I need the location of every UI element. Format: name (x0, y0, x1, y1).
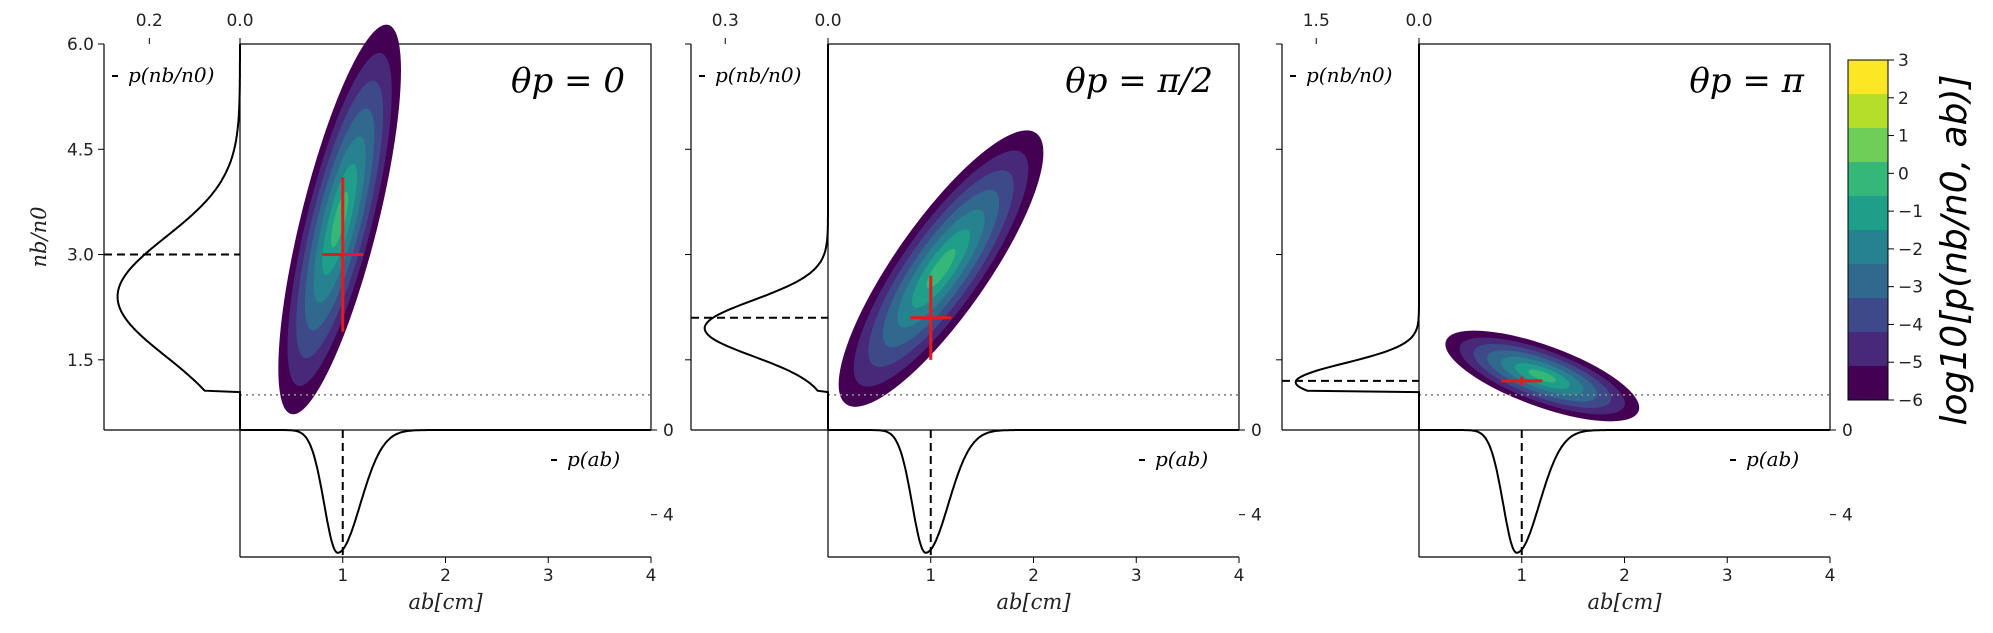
panel-title: θp = 0 (511, 61, 625, 101)
contour-group (278, 24, 401, 415)
marginal-x-right-tick-label: 4 (663, 506, 674, 526)
marginal-y-top-tick-label: 0.0 (226, 11, 253, 31)
marginal-x-legend-label: p(ab) (567, 447, 620, 471)
marginal-y-legend-label: p(nb/n0) (1306, 63, 1392, 87)
colorbar-label: log10[p(nb/n0, ab)] (1934, 74, 1975, 425)
colorbar-tick-label: −3 (1898, 278, 1923, 298)
colorbar-band (1848, 230, 1888, 264)
x-tick-label: 1 (337, 566, 348, 586)
colorbar-band (1848, 332, 1888, 366)
y-tick-label: 4.5 (67, 140, 94, 160)
x-tick-label: 2 (440, 566, 451, 586)
x-axis-label: ab[cm] (408, 590, 483, 614)
marginal-x-legend-label: p(ab) (1155, 447, 1208, 471)
panels: θp = 0 1 2 3 4 ab[cm] 1.5 3.0 4.5 6.0 nb/n0 0.2 0.0 p… (27, 11, 1853, 614)
x-tick-label: 4 (1234, 566, 1245, 586)
y-tick-label: 6.0 (67, 35, 94, 55)
colorbar: 3 2 1 0 −1 −2 −3 −4 −5 −6 log10[p(nb/n0, ab)] (1847, 51, 1975, 426)
marginal-y-top-tick-label: 0.2 (136, 11, 163, 31)
x-tick-label: 4 (1825, 566, 1836, 586)
marginal-x-legend-label: p(ab) (1746, 447, 1799, 471)
x-tick-label: 3 (1722, 566, 1733, 586)
marginal-x-right-tick-label: 4 (1251, 506, 1262, 526)
marginal-x-right-tick-label: 0 (1842, 421, 1853, 441)
marginal-x-right-tick-label: 4 (1842, 506, 1853, 526)
x-axis-label: ab[cm] (996, 590, 1071, 614)
colorbar-band (1848, 128, 1888, 162)
panel-title: θp = π/2 (1065, 61, 1213, 101)
marginal-y-top-tick-label: 1.5 (1303, 11, 1330, 31)
contour-level-7 (1528, 369, 1557, 383)
marginal-x-curve (828, 429, 1239, 554)
panel-1: θp = 0 1 2 3 4 ab[cm] 1.5 3.0 4.5 6.0 nb/n0 0.2 0.0 p… (27, 11, 674, 614)
marginal-y-top-tick-label: 0.0 (1405, 11, 1432, 31)
contour-group (838, 130, 1044, 407)
marginal-y-legend-label: p(nb/n0) (715, 63, 801, 87)
marginal-x-curve (240, 429, 651, 554)
panel-title: θp = π (1689, 61, 1804, 101)
colorbar-tick-label: −6 (1898, 391, 1923, 411)
colorbar-band (1848, 162, 1888, 196)
x-axis-label: ab[cm] (1587, 590, 1662, 614)
marginal-y-curve (116, 44, 241, 430)
colorbar-tick-label: 2 (1898, 89, 1909, 109)
marginal-y-top-tick-label: 0.3 (712, 11, 739, 31)
marginal-y-top-tick-label: 0.0 (814, 11, 841, 31)
colorbar-band (1848, 264, 1888, 298)
contour-group (1445, 330, 1640, 422)
colorbar-band (1848, 60, 1888, 94)
marginal-y-curve (703, 44, 829, 430)
x-tick-label: 3 (543, 566, 554, 586)
colorbar-tick-label: 0 (1898, 164, 1909, 184)
marginal-x-curve (1419, 429, 1830, 554)
y-axis-label: nb/n0 (27, 207, 51, 268)
colorbar-tick-label: −2 (1898, 240, 1923, 260)
marginal-y-legend-label: p(nb/n0) (128, 63, 214, 87)
colorbar-tick-label: 3 (1898, 51, 1909, 71)
colorbar-band (1848, 196, 1888, 230)
colorbar-frame (1847, 59, 1889, 401)
x-tick-label: 3 (1131, 566, 1142, 586)
x-tick-label: 2 (1028, 566, 1039, 586)
marginal-x-right-tick-label: 0 (1251, 421, 1262, 441)
y-tick-label: 1.5 (67, 351, 94, 371)
colorbar-band (1848, 366, 1888, 400)
marginal-y-curve (1294, 44, 1420, 430)
colorbar-band (1848, 94, 1888, 128)
colorbar-band (1848, 298, 1888, 332)
panel-2: θp = π/2 1 2 3 4 ab[cm] 0.3 0.0 p(nb/n0) 0 4 p(ab) (685, 11, 1262, 614)
colorbar-tick-label: −4 (1898, 315, 1923, 335)
x-tick-label: 4 (646, 566, 657, 586)
x-tick-label: 1 (1516, 566, 1527, 586)
panel-3: θp = π 1 2 3 4 ab[cm] 1.5 0.0 p(nb/n0) 0 4 p(ab) (1276, 11, 1853, 614)
colorbar-tick-label: −5 (1898, 353, 1923, 373)
x-tick-label: 2 (1619, 566, 1630, 586)
contour-level-7 (926, 248, 956, 289)
colorbar-tick-label: 1 (1898, 127, 1909, 147)
marginal-x-right-tick-label: 0 (663, 421, 674, 441)
y-tick-label: 3.0 (67, 246, 94, 266)
x-tick-label: 1 (925, 566, 936, 586)
colorbar-tick-label: −1 (1898, 202, 1923, 222)
